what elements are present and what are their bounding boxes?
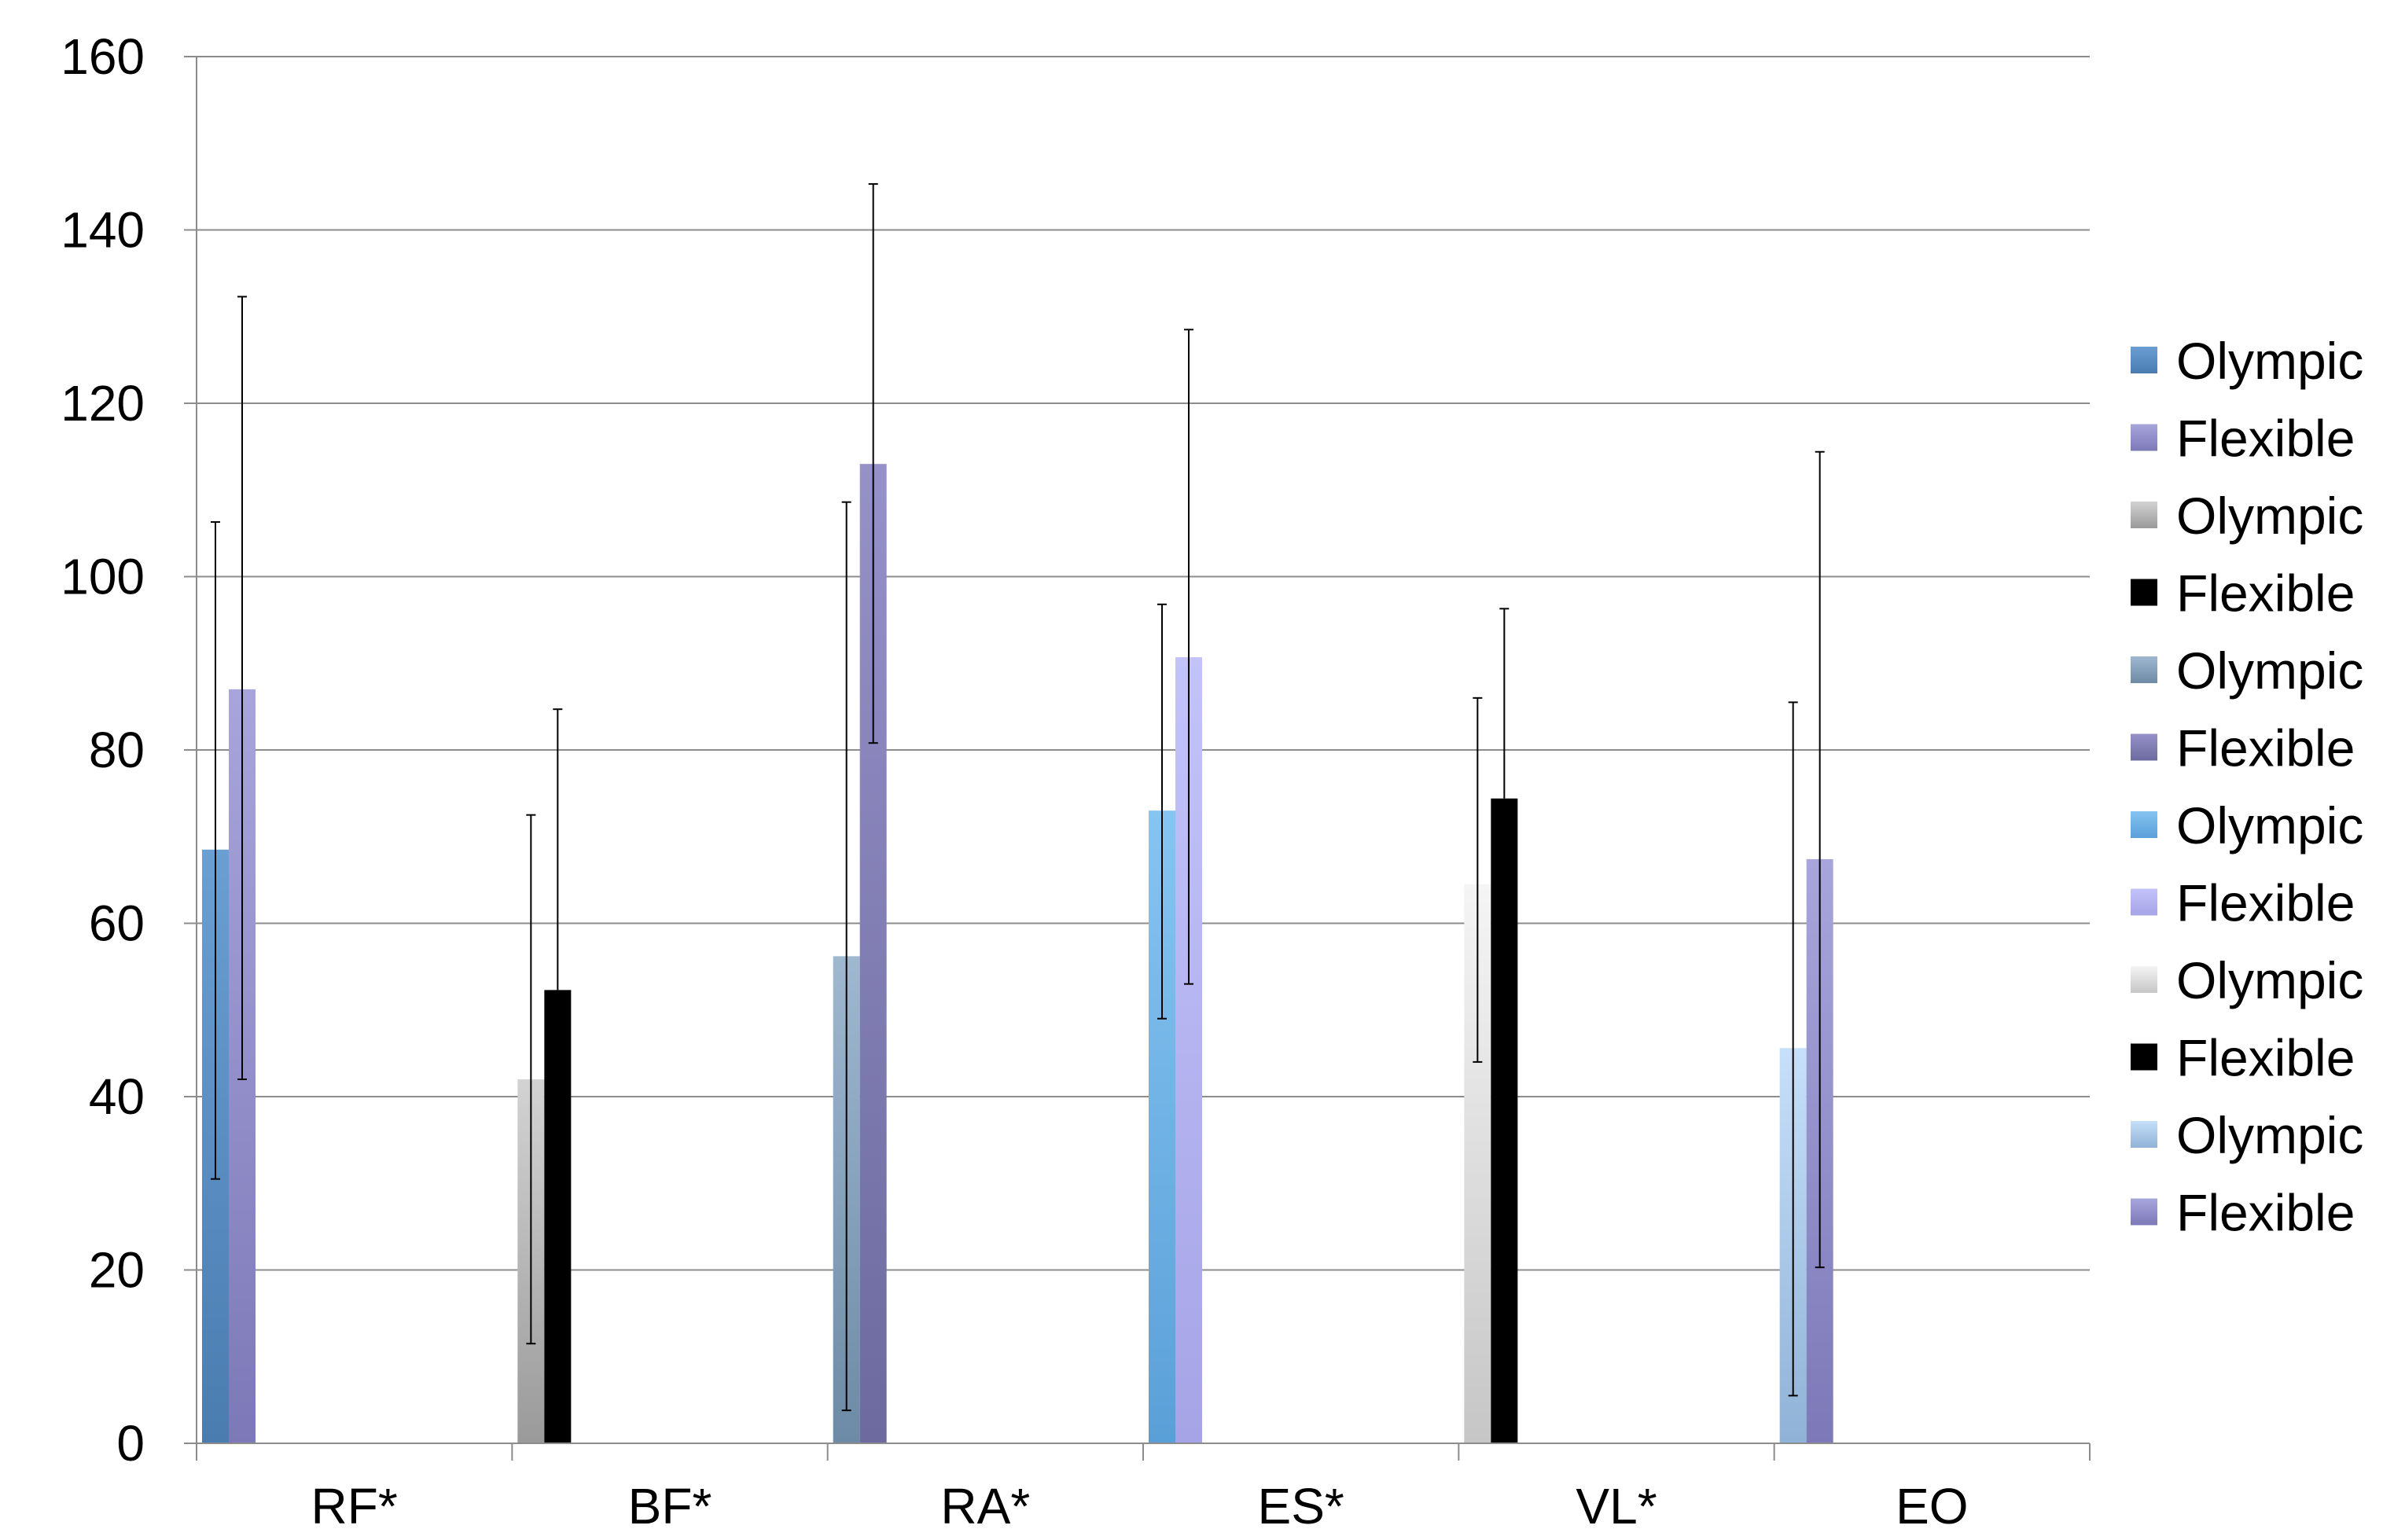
legend-swatch: [2131, 888, 2157, 916]
legend-swatch: [2131, 1198, 2157, 1226]
x-tick-label: EO: [1896, 1478, 1968, 1534]
legend-swatch: [2131, 1121, 2157, 1148]
legend-label: Olympic: [2176, 1106, 2363, 1164]
legend-label: Flexible: [2176, 1184, 2355, 1242]
x-tick-label: RA*: [940, 1478, 1030, 1534]
legend-swatch: [2131, 811, 2157, 838]
legend-label: Flexible: [2176, 564, 2355, 623]
legend: Olympic Flexible Olympic Flexible Olympic Fle…: [2131, 332, 2363, 1242]
y-axis-ticks: 0 20 40 60 80 100 120 140 160: [61, 28, 197, 1472]
legend-label: Flexible: [2176, 719, 2355, 777]
y-tick-label: 160: [61, 28, 145, 85]
bar: [544, 990, 572, 1443]
x-tick-label: ES*: [1258, 1478, 1344, 1534]
legend-label: Flexible: [2176, 410, 2355, 468]
legend-swatch: [2131, 424, 2157, 451]
legend-label: Olympic: [2176, 641, 2363, 700]
gridlines: [197, 56, 2090, 1271]
legend-swatch: [2131, 656, 2157, 683]
x-tick-label: BF*: [628, 1478, 712, 1534]
y-tick-label: 140: [61, 202, 145, 259]
legend-label: Flexible: [2176, 1029, 2355, 1087]
legend-label: Olympic: [2176, 951, 2363, 1009]
legend-label: Olympic: [2176, 487, 2363, 545]
legend-swatch: [2131, 579, 2157, 606]
y-tick-label: 80: [89, 722, 145, 778]
y-tick-label: 20: [89, 1242, 145, 1299]
legend-swatch: [2131, 502, 2157, 528]
legend-swatch: [2131, 1043, 2157, 1071]
x-tick-label: VL*: [1576, 1478, 1657, 1534]
legend-label: Flexible: [2176, 874, 2355, 932]
x-tick-label: RF*: [311, 1478, 398, 1534]
y-tick-label: 40: [89, 1068, 145, 1125]
y-tick-label: 100: [61, 549, 145, 605]
legend-swatch: [2131, 966, 2157, 993]
bars: [202, 464, 1833, 1443]
legend-label: Olympic: [2176, 332, 2363, 390]
y-tick-label: 0: [116, 1415, 145, 1472]
bar: [1491, 798, 1518, 1443]
legend-swatch: [2131, 347, 2157, 373]
error-bars: [211, 183, 1825, 1412]
y-tick-label: 60: [89, 895, 145, 952]
x-axis-ticks: RF* BF* RA* ES* VL* EO: [196, 1443, 2091, 1534]
y-tick-label: 120: [61, 375, 145, 432]
legend-swatch: [2131, 733, 2157, 761]
legend-label: Olympic: [2176, 796, 2363, 855]
